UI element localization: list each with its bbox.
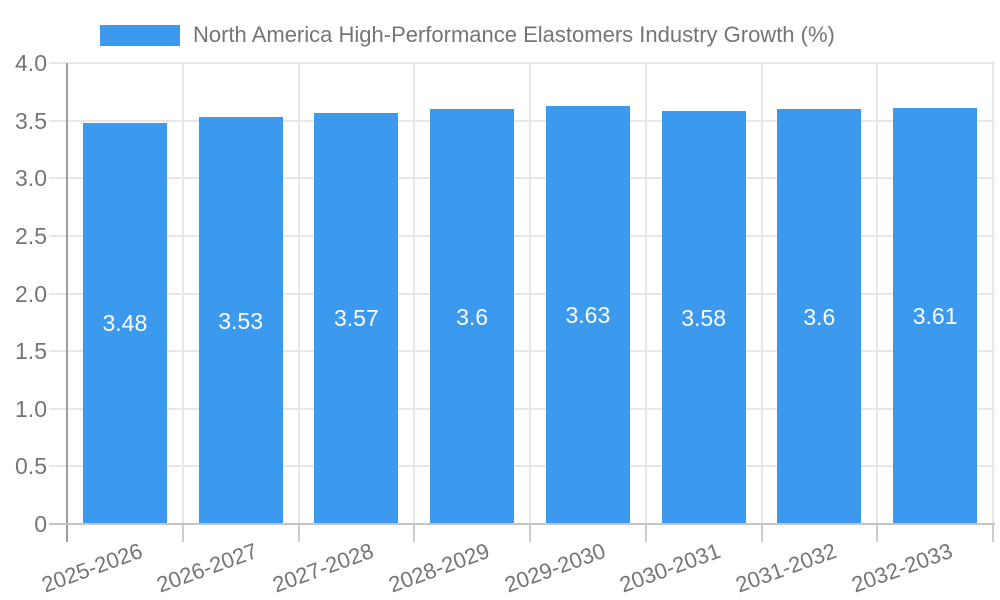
bar-value-label: 3.57 xyxy=(333,305,379,332)
y-tick-label: 4.0 xyxy=(15,50,47,76)
x-tick-mark xyxy=(66,524,68,542)
x-tick-mark xyxy=(644,524,647,542)
gridline-x xyxy=(760,63,763,524)
bar-value-label: 3.61 xyxy=(912,302,958,329)
bar xyxy=(661,111,746,524)
x-tick-label: 2025-2026 xyxy=(38,538,146,598)
y-tick-label: 3.0 xyxy=(15,165,47,192)
y-tick-label: 1.0 xyxy=(15,395,47,422)
x-tick-mark xyxy=(876,524,879,542)
gridline-y xyxy=(49,234,995,237)
bar xyxy=(198,117,283,524)
x-tick-mark xyxy=(413,524,416,542)
x-tick-mark xyxy=(760,524,763,542)
gridline-y xyxy=(49,350,995,353)
x-axis-baseline xyxy=(49,523,995,525)
y-tick-label: 0.5 xyxy=(15,453,47,480)
bar xyxy=(545,105,630,524)
bar-value-label: 3.58 xyxy=(681,304,726,331)
x-tick-label: 2027-2028 xyxy=(269,538,377,598)
x-tick-mark xyxy=(181,524,184,542)
x-tick-label: 2028-2029 xyxy=(385,538,493,598)
bar-value-label: 3.6 xyxy=(456,303,489,330)
bar xyxy=(314,112,399,524)
x-tick-mark xyxy=(297,524,300,542)
x-tick-label: 2030-2031 xyxy=(616,538,725,598)
chart-title: North America High-Performance Elastomer… xyxy=(193,22,835,47)
legend-swatch xyxy=(100,24,180,46)
gridline-x xyxy=(876,63,879,524)
bar xyxy=(82,122,167,524)
gridline-y xyxy=(49,62,995,64)
bar xyxy=(893,107,978,524)
x-tick-label: 2032-2033 xyxy=(848,538,956,598)
gridline-x xyxy=(529,63,531,524)
x-tick-label: 2026-2027 xyxy=(153,538,262,598)
x-tick-label: 2031-2032 xyxy=(732,538,840,598)
y-tick-label: 1.5 xyxy=(15,338,47,365)
bar xyxy=(777,109,862,524)
chart-legend: North America High-Performance Elastomer… xyxy=(100,22,835,48)
bar-value-label: 3.48 xyxy=(102,310,148,337)
x-tick-label: 2029-2030 xyxy=(501,538,609,598)
y-tick-label: 2.0 xyxy=(15,280,47,307)
gridline-y xyxy=(49,292,995,295)
x-tick-mark xyxy=(529,524,531,542)
gridline-y xyxy=(49,407,995,410)
gridline-x xyxy=(992,63,994,524)
gridline-x xyxy=(181,63,184,524)
gridline-x xyxy=(644,63,647,524)
gridline-y xyxy=(49,465,995,468)
y-tick-label: 0 xyxy=(34,511,47,537)
gridline-y xyxy=(49,177,995,180)
bar xyxy=(430,109,515,524)
bar-value-label: 3.6 xyxy=(803,303,836,330)
x-tick-mark xyxy=(992,524,994,542)
gridline-x xyxy=(413,63,416,524)
bar-value-label: 3.63 xyxy=(565,301,611,328)
bar-value-label: 3.53 xyxy=(218,307,263,334)
gridline-y xyxy=(49,119,995,122)
gridline-x xyxy=(297,63,300,524)
y-tick-label: 3.5 xyxy=(15,107,47,134)
y-tick-label: 2.5 xyxy=(15,222,47,249)
y-axis-line xyxy=(66,63,68,524)
